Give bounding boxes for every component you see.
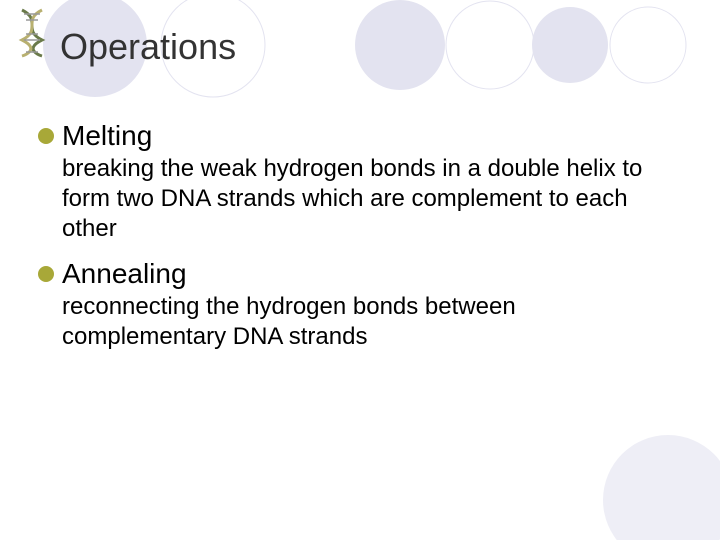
bullet-head: Annealing [38, 258, 680, 290]
bullet-dot-icon [38, 266, 54, 282]
bullet-dot-icon [38, 128, 54, 144]
bg-circle-2 [355, 0, 445, 90]
bg-circle-3 [446, 1, 534, 89]
content-area: Melting breaking the weak hydrogen bonds… [38, 120, 680, 366]
bullet-item: Annealing reconnecting the hydrogen bond… [38, 258, 680, 352]
bg-circle-5 [610, 7, 686, 83]
slide-title: Operations [60, 26, 236, 68]
dna-icon [12, 8, 52, 58]
bullet-title: Melting [62, 120, 152, 152]
bg-circle-4 [532, 7, 608, 83]
bullet-title: Annealing [62, 258, 187, 290]
bg-circle-6 [603, 435, 720, 540]
bullet-item: Melting breaking the weak hydrogen bonds… [38, 120, 680, 244]
bullet-description: breaking the weak hydrogen bonds in a do… [62, 154, 652, 244]
bullet-head: Melting [38, 120, 680, 152]
bullet-description: reconnecting the hydrogen bonds between … [62, 292, 652, 352]
